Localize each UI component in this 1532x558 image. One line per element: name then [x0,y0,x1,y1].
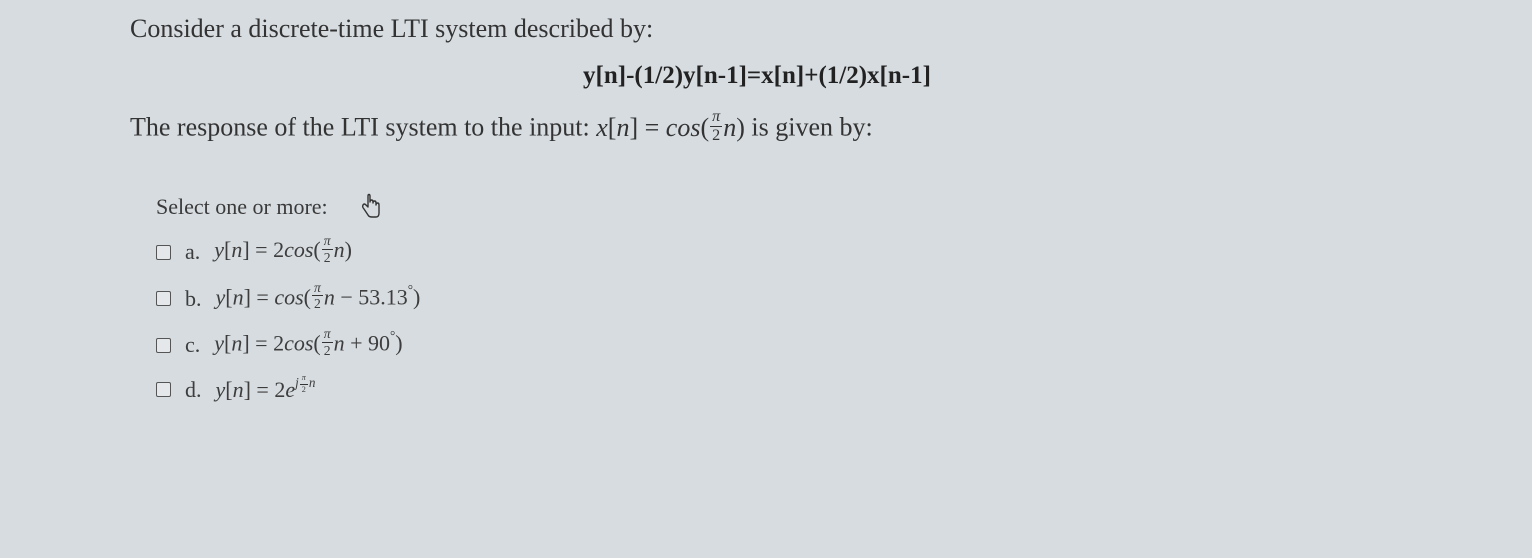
option-d-expression: y[n] = 2ejπ2n [216,376,316,403]
option-b[interactable]: b. y[n] = cos(π2n − 53.13°) [156,284,1504,314]
question-page: Consider a discrete-time LTI system desc… [0,0,1532,439]
prompt-2-suffix: is given by: [745,113,873,142]
checkbox-c[interactable] [156,338,171,353]
option-a[interactable]: a. y[n] = 2cos(π2n) [156,237,1504,267]
option-d[interactable]: d. y[n] = 2ejπ2n [156,376,1504,403]
input-expression: x[n] = cos(π2n) [596,113,745,142]
option-a-expression: y[n] = 2cos(π2n) [214,237,352,267]
prompt-line-2: The response of the LTI system to the in… [130,112,1504,147]
option-b-letter: b. [185,286,202,312]
checkbox-d[interactable] [156,382,171,397]
option-c-expression: y[n] = 2cos(π2n + 90°) [214,330,402,360]
option-c[interactable]: c. y[n] = 2cos(π2n + 90°) [156,330,1504,360]
option-d-letter: d. [185,377,202,403]
select-one-or-more-label: Select one or more: [156,194,328,220]
checkbox-b[interactable] [156,291,171,306]
option-b-expression: y[n] = cos(π2n − 53.13°) [216,284,421,314]
system-equation: y[n]-(1/2)y[n-1]=x[n]+(1/2)x[n-1] [130,62,1504,90]
option-a-letter: a. [185,239,200,265]
options-list: a. y[n] = 2cos(π2n) b. y[n] = cos(π2n − … [156,237,1504,403]
prompt-line-1: Consider a discrete-time LTI system desc… [130,14,1504,44]
prompt-2-prefix: The response of the LTI system to the in… [130,113,596,142]
select-label-row: Select one or more: [156,191,1504,223]
checkbox-a[interactable] [156,245,171,260]
pointer-cursor-icon [360,193,382,225]
option-c-letter: c. [185,332,200,358]
